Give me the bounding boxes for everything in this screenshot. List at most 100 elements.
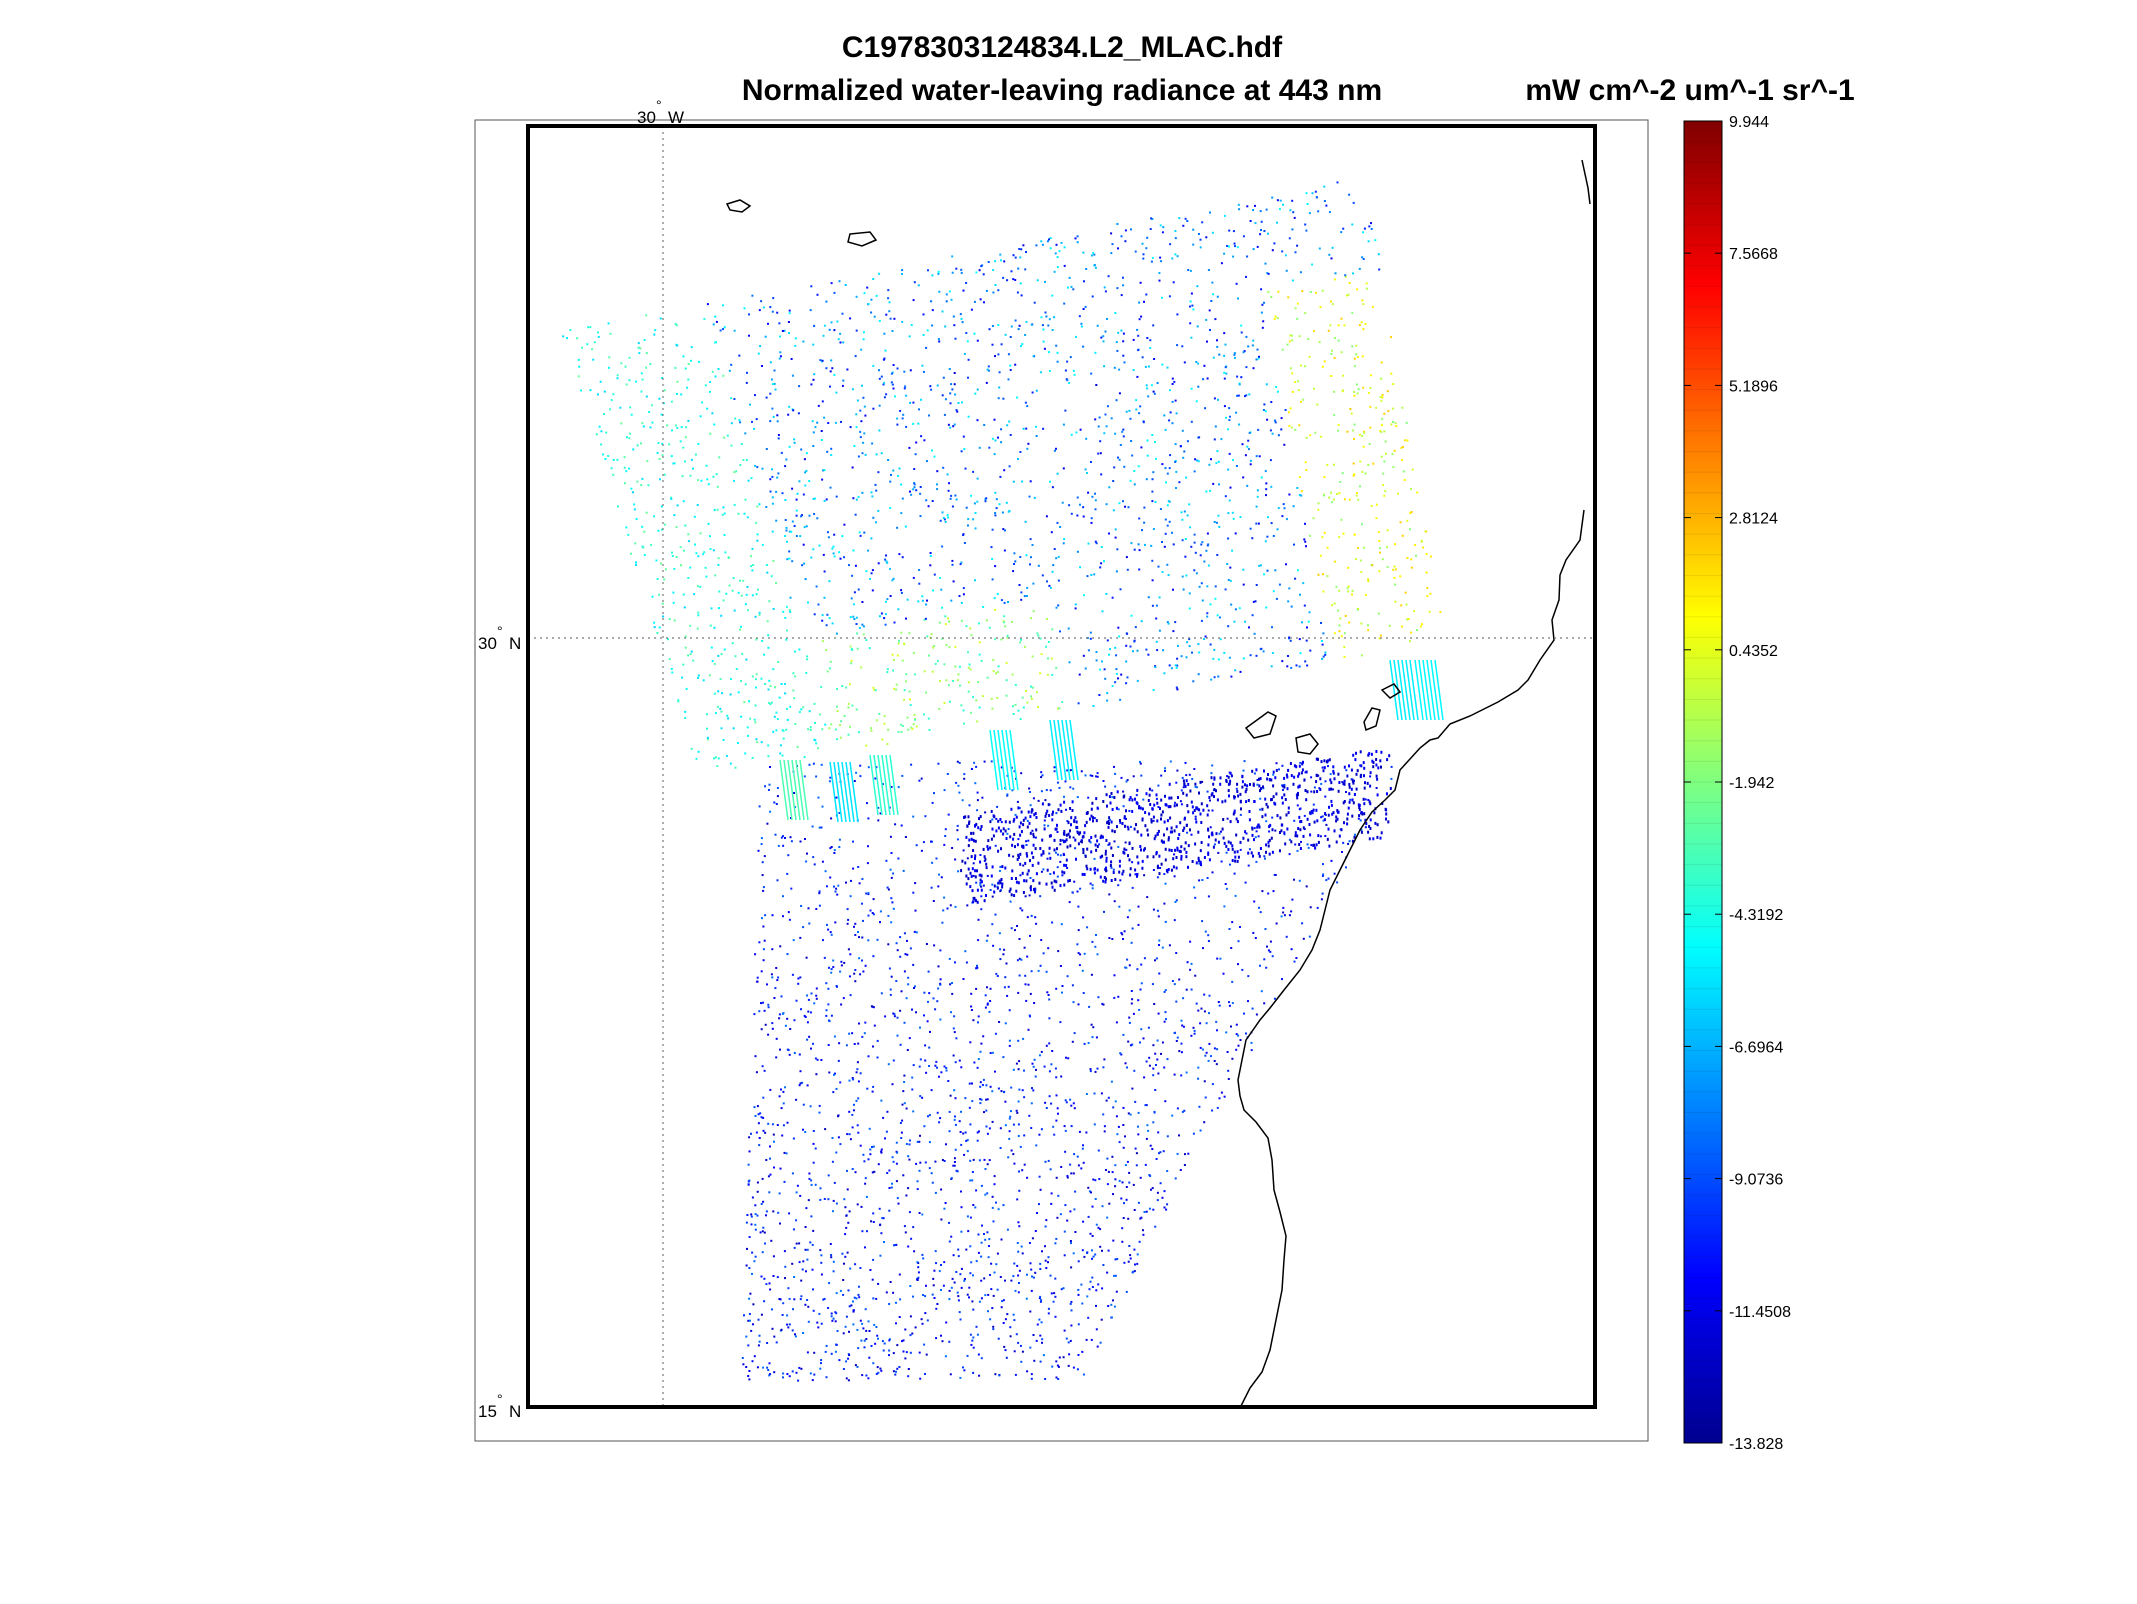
radiance-pixel	[1196, 459, 1199, 462]
radiance-pixel	[1195, 786, 1198, 789]
radiance-pixel	[1105, 592, 1108, 595]
radiance-pixel	[1044, 799, 1047, 802]
radiance-pixel	[951, 1277, 954, 1280]
radiance-pixel	[1121, 430, 1124, 433]
radiance-pixel	[766, 1342, 769, 1344]
radiance-pixel	[818, 1111, 821, 1114]
radiance-pixel	[1265, 482, 1268, 485]
radiance-pixel	[1288, 838, 1291, 841]
radiance-pixel	[671, 429, 673, 432]
radiance-pixel	[1136, 968, 1139, 971]
radiance-pixel	[783, 1250, 786, 1253]
radiance-pixel	[940, 1188, 943, 1191]
radiance-pixel	[726, 714, 729, 717]
radiance-pixel	[1083, 280, 1085, 283]
radiance-pixel	[976, 419, 979, 422]
radiance-pixel	[1428, 610, 1431, 613]
radiance-pixel	[1277, 507, 1280, 510]
radiance-pixel	[975, 271, 978, 274]
radiance-pixel	[1239, 813, 1242, 816]
radiance-pixel	[1267, 291, 1270, 294]
radiance-pixel	[890, 852, 893, 854]
radiance-pixel	[1265, 383, 1268, 386]
radiance-pixel	[765, 1159, 768, 1161]
radiance-pixel	[993, 1175, 996, 1178]
radiance-pixel	[1155, 1064, 1157, 1066]
radiance-pixel	[749, 403, 751, 406]
radiance-pixel	[1032, 610, 1035, 613]
radiance-pixel	[1245, 832, 1248, 835]
radiance-pixel	[792, 409, 795, 412]
radiance-pixel	[609, 408, 612, 411]
radiance-pixel	[1283, 507, 1286, 510]
radiance-pixel	[903, 642, 906, 645]
radiance-pixel	[754, 1115, 757, 1117]
radiance-pixel	[831, 367, 834, 370]
radiance-pixel	[800, 708, 803, 711]
radiance-pixel	[1063, 795, 1065, 798]
radiance-pixel	[1214, 318, 1217, 321]
radiance-pixel	[1122, 284, 1125, 287]
radiance-pixel	[1176, 255, 1179, 258]
radiance-pixel	[937, 272, 940, 275]
radiance-pixel	[860, 420, 863, 423]
radiance-pixel	[1154, 501, 1157, 503]
radiance-pixel	[855, 498, 858, 501]
radiance-pixel	[916, 1188, 919, 1191]
radiance-pixel	[997, 665, 1000, 668]
radiance-pixel	[1190, 1034, 1193, 1037]
radiance-pixel	[1133, 470, 1136, 472]
radiance-pixel	[721, 692, 724, 695]
radiance-pixel	[1017, 1250, 1020, 1253]
radiance-pixel	[1032, 582, 1035, 585]
radiance-pixel	[1090, 574, 1093, 576]
radiance-pixel	[1180, 1019, 1183, 1022]
radiance-pixel	[793, 1228, 795, 1231]
radiance-pixel	[829, 847, 832, 850]
radiance-pixel	[1086, 575, 1089, 578]
radiance-pixel	[815, 742, 818, 745]
radiance-pixel	[1274, 421, 1277, 424]
radiance-pixel	[846, 1251, 849, 1254]
radiance-pixel	[1116, 548, 1119, 551]
radiance-pixel	[717, 654, 720, 657]
radiance-pixel	[988, 1010, 991, 1013]
radiance-pixel	[756, 741, 759, 744]
radiance-pixel	[603, 390, 606, 393]
radiance-pixel	[1104, 330, 1107, 333]
radiance-pixel	[1311, 263, 1314, 266]
radiance-pixel	[903, 1225, 906, 1228]
radiance-pixel	[875, 1297, 878, 1300]
radiance-pixel	[834, 728, 837, 731]
radiance-pixel	[645, 511, 648, 514]
radiance-pixel	[1101, 610, 1104, 613]
radiance-pixel	[984, 1006, 987, 1009]
radiance-pixel	[696, 504, 699, 506]
radiance-pixel	[865, 1329, 868, 1332]
radiance-pixel	[662, 402, 665, 405]
radiance-pixel	[741, 1357, 744, 1359]
radiance-pixel	[1213, 1047, 1216, 1050]
radiance-pixel	[901, 1119, 904, 1122]
radiance-pixel	[895, 1322, 897, 1325]
radiance-pixel	[986, 1163, 989, 1166]
radiance-pixel	[757, 849, 760, 852]
radiance-pixel	[1174, 461, 1177, 463]
radiance-pixel	[716, 508, 719, 511]
radiance-pixel	[1298, 638, 1301, 641]
radiance-pixel	[1367, 624, 1369, 627]
radiance-pixel	[960, 1190, 962, 1193]
radiance-pixel	[1040, 1321, 1043, 1324]
radiance-pixel	[830, 968, 833, 971]
radiance-pixel	[1069, 769, 1072, 772]
radiance-pixel	[1264, 857, 1266, 860]
radiance-pixel	[1103, 560, 1105, 563]
radiance-pixel	[1386, 529, 1389, 532]
radiance-pixel	[948, 1298, 951, 1301]
radiance-pixel	[1159, 867, 1162, 869]
radiance-pixel	[872, 955, 875, 958]
radiance-pixel	[857, 1347, 860, 1350]
radiance-pixel	[593, 341, 596, 344]
radiance-pixel	[1070, 1104, 1073, 1107]
radiance-pixel	[886, 1110, 889, 1113]
